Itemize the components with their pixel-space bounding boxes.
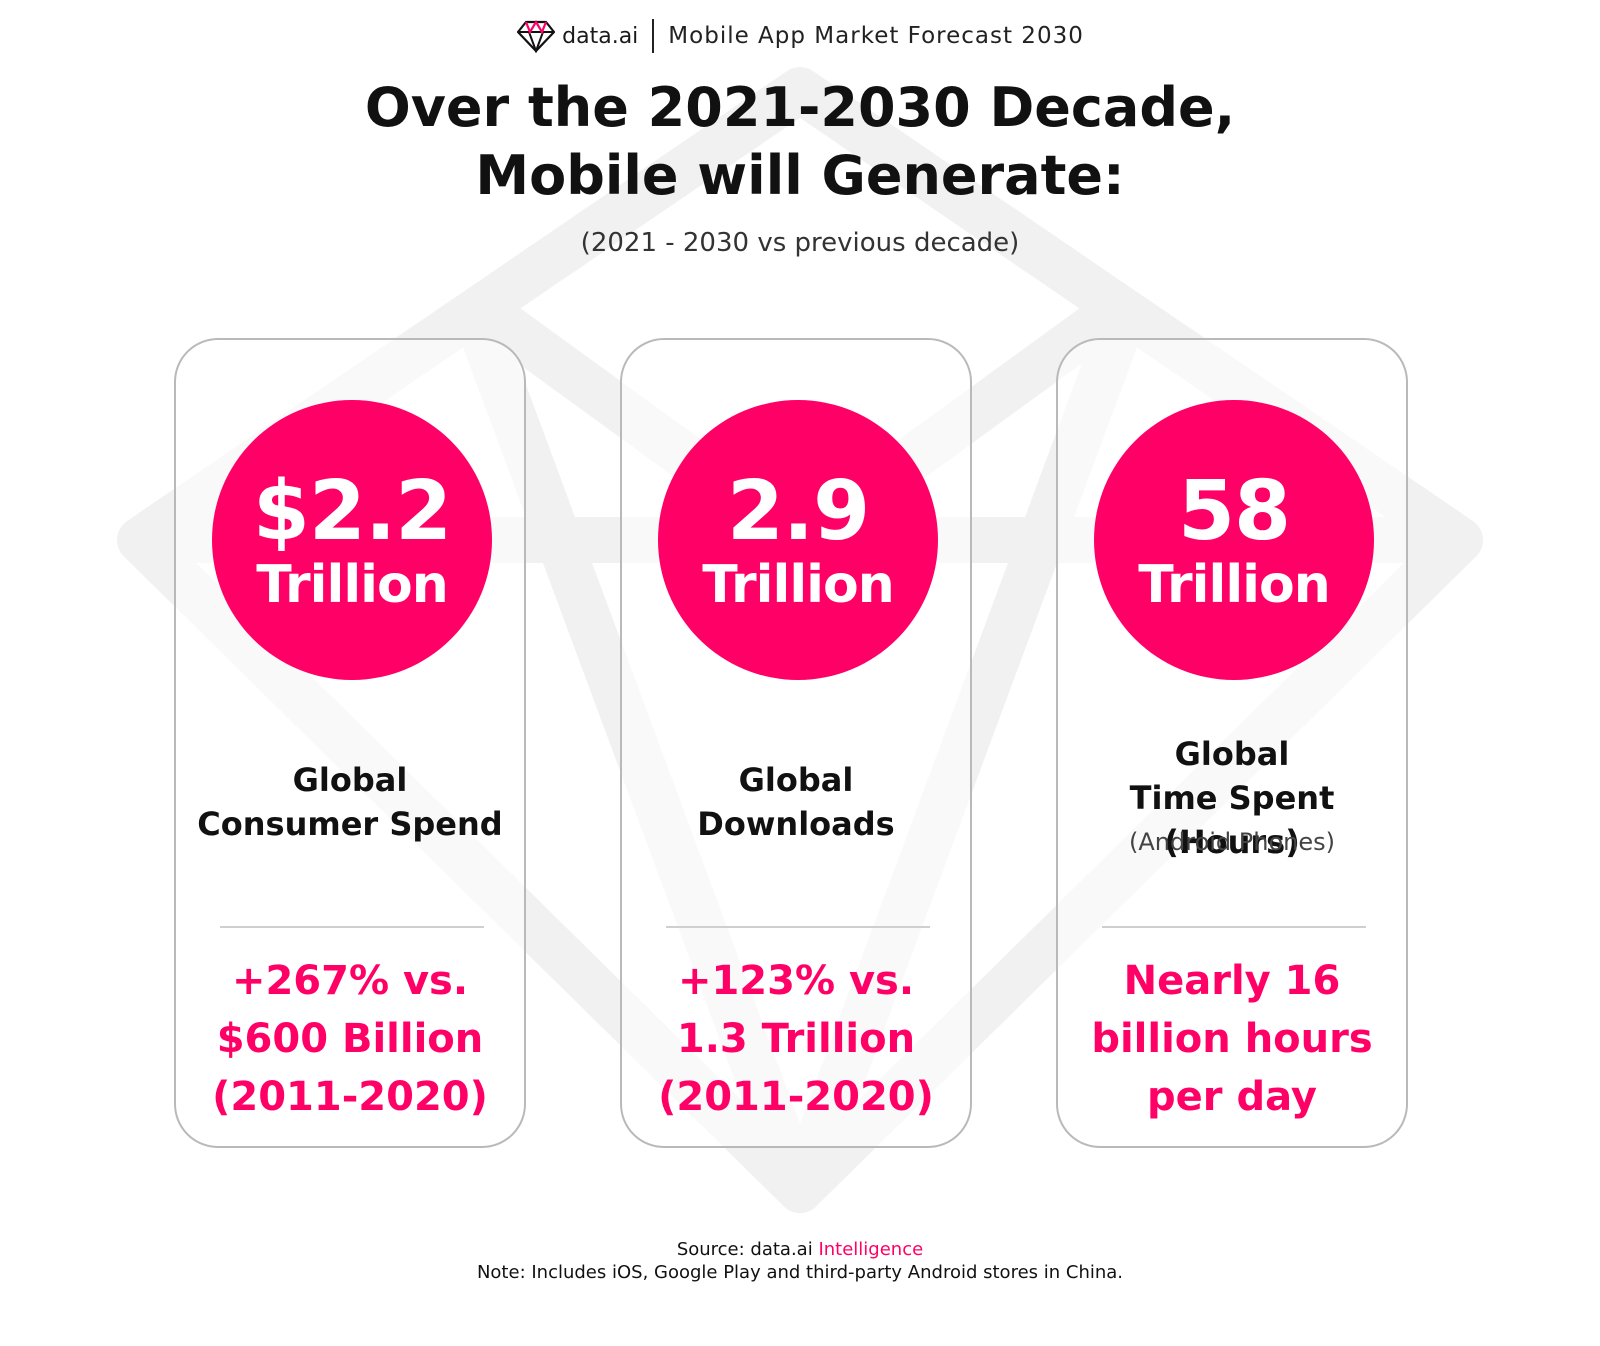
comparison-line-1: +123% vs. <box>677 958 915 1004</box>
metric-label-line-1: Global <box>738 761 854 799</box>
stat-unit: Trillion <box>1138 555 1330 615</box>
comparison-line-1: +267% vs. <box>231 958 469 1004</box>
report-title: Mobile App Market Forecast 2030 <box>668 23 1084 49</box>
headline-line-1: Over the 2021-2030 Decade, <box>364 76 1236 139</box>
comparison-line-3: (2011-2020) <box>212 1074 488 1120</box>
comparison-line-3: per day <box>1147 1074 1317 1120</box>
page-title: Over the 2021-2030 Decade, Mobile will G… <box>0 74 1600 210</box>
header-divider <box>652 19 655 53</box>
metric-label-line-1: Global <box>292 761 408 799</box>
report-header: data.ai Mobile App Market Forecast 2030 <box>0 16 1600 56</box>
stat-unit: Trillion <box>702 555 894 615</box>
stat-card-time-spent: 58 Trillion Global Time Spent (Hours) (A… <box>1056 338 1408 1148</box>
metric-label-line-2: Consumer Spend <box>197 805 503 843</box>
brand-name: data.ai <box>562 23 639 49</box>
stat-card-downloads: 2.9 Trillion Global Downloads +123% vs. … <box>620 338 972 1148</box>
stat-value: 2.9 <box>726 464 870 559</box>
metric-label-line-2: Downloads <box>697 805 895 843</box>
stat-value: $2.2 <box>252 464 452 559</box>
stat-value: 58 <box>1177 464 1291 559</box>
headline-line-2: Mobile will Generate: <box>475 144 1125 207</box>
metric-label-line-1: Global <box>1174 735 1290 773</box>
card-divider <box>666 926 930 928</box>
comparison-line-1: Nearly 16 <box>1123 958 1341 1004</box>
comparison-line-2: billion hours <box>1091 1016 1373 1062</box>
stat-circle: 2.9 Trillion <box>658 400 938 680</box>
metric-label-line-2: Time Spent (Hours) <box>1129 779 1335 861</box>
stat-circle: $2.2 Trillion <box>212 400 492 680</box>
comparison-text: +123% vs. 1.3 Trillion (2011-2020) <box>622 952 970 1126</box>
subheadline: (2021 - 2030 vs previous decade) <box>580 228 1020 258</box>
metric-note: (Android Phones) <box>1129 828 1335 856</box>
card-divider <box>220 926 484 928</box>
stat-circle: 58 Trillion <box>1094 400 1374 680</box>
metric-label: Global Downloads <box>622 758 970 846</box>
comparison-line-2: 1.3 Trillion <box>676 1016 916 1062</box>
comparison-text: +267% vs. $600 Billion (2011-2020) <box>176 952 524 1126</box>
footer: Source: data.ai Intelligence Note: Inclu… <box>0 1238 1600 1284</box>
metric-label: Global Time Spent (Hours) <box>1058 732 1406 864</box>
diamond-logo-icon <box>517 19 556 53</box>
comparison-line-3: (2011-2020) <box>658 1074 934 1120</box>
card-divider <box>1102 926 1366 928</box>
comparison-line-2: $600 Billion <box>216 1016 484 1062</box>
stat-card-consumer-spend: $2.2 Trillion Global Consumer Spend +267… <box>174 338 526 1148</box>
brand: data.ai <box>516 19 638 53</box>
metric-label: Global Consumer Spend <box>176 758 524 846</box>
stat-unit: Trillion <box>256 555 448 615</box>
source-prefix: Source: data.ai <box>676 1239 819 1260</box>
source-highlight: Intelligence <box>818 1239 924 1260</box>
footnote: Note: Includes iOS, Google Play and thir… <box>476 1262 1124 1283</box>
source-line: Source: data.ai Intelligence <box>0 1238 1600 1262</box>
comparison-text: Nearly 16 billion hours per day <box>1058 952 1406 1126</box>
